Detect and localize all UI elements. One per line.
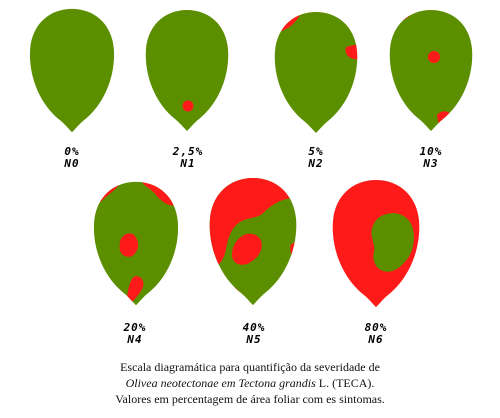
leaf-n6: [332, 180, 420, 308]
level-label-n6: 80% N6: [331, 322, 421, 346]
leaf-n4-lesion: [125, 276, 144, 306]
leaf-n4: [93, 181, 179, 306]
level-code: N3: [423, 157, 439, 170]
level-label-n1: 2,5% N1: [143, 146, 233, 170]
level-percent: 40%: [242, 321, 266, 334]
leaf-n2-lesion: [345, 43, 358, 60]
leaf-n3-lesion: [428, 51, 440, 63]
leaf-n1-healthy-area: [145, 10, 229, 131]
level-code: N1: [180, 157, 196, 170]
level-percent: 80%: [364, 321, 388, 334]
leaf-n1: [145, 10, 229, 131]
level-code: N4: [127, 333, 143, 346]
figure-caption: Escala diagramática para quantifição da …: [50, 359, 450, 407]
caption-line-1: Escala diagramática para quantifição da …: [120, 360, 380, 374]
level-percent: 5%: [308, 145, 324, 158]
leaf-n5: [209, 178, 297, 306]
leaf-n3: [389, 10, 473, 131]
leaf-n6-healthy-area: [371, 213, 414, 272]
level-label-n5: 40% N5: [209, 322, 299, 346]
leaf-n5-lesion: [232, 233, 262, 265]
level-code: N5: [246, 333, 262, 346]
level-label-n0: 0% N0: [27, 146, 117, 170]
leaf-n4-lesion: [170, 262, 179, 278]
leaf-n0: [29, 8, 115, 133]
level-label-n3: 10% N3: [386, 146, 476, 170]
level-code: N6: [368, 333, 384, 346]
leaf-n3-lesion: [437, 111, 451, 127]
level-percent: 10%: [419, 145, 443, 158]
level-percent: 2,5%: [172, 145, 204, 158]
leaf-n2: [274, 12, 358, 133]
caption-line-3: Valores em percentagem de área foliar co…: [115, 392, 385, 406]
level-percent: 20%: [123, 321, 147, 334]
level-percent: 0%: [64, 145, 80, 158]
leaf-n4-lesion: [119, 233, 139, 257]
leaf-n0-healthy-area: [29, 8, 115, 133]
leaf-n3-healthy-area: [389, 10, 473, 131]
level-code: N0: [64, 157, 80, 170]
leaf-n2-healthy-area: [274, 12, 358, 133]
caption-line-2-rest: L. (TECA).: [315, 376, 375, 390]
caption-line-2: Olivea neotectonae em Tectona grandis L.…: [50, 375, 450, 391]
leaf-n1-lesion: [182, 100, 194, 112]
leaf-n5-lesion: [209, 178, 295, 272]
level-code: N2: [308, 157, 324, 170]
level-label-n2: 5% N2: [271, 146, 361, 170]
level-label-n4: 20% N4: [90, 322, 180, 346]
caption-species-names: Olivea neotectonae em Tectona grandis: [125, 376, 316, 390]
